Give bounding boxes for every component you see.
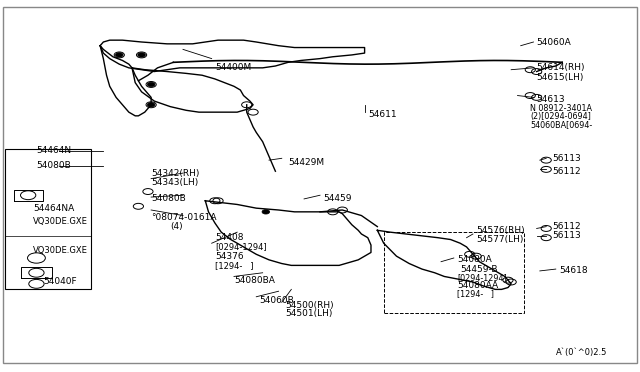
Text: 56112: 56112 xyxy=(552,167,581,176)
Text: 54376: 54376 xyxy=(215,251,243,261)
Text: 54060BA[0694-: 54060BA[0694- xyxy=(531,120,593,129)
Text: (4): (4) xyxy=(170,222,183,231)
Text: [0294-1294]: [0294-1294] xyxy=(457,273,507,282)
Text: 56112: 56112 xyxy=(552,222,581,231)
Text: 54614(RH): 54614(RH) xyxy=(537,63,585,72)
Circle shape xyxy=(147,103,155,107)
Text: 54400M: 54400M xyxy=(215,63,251,72)
Text: 54577(LH): 54577(LH) xyxy=(476,235,524,244)
Text: [0294-1294]: [0294-1294] xyxy=(215,243,266,251)
Text: 54576(RH): 54576(RH) xyxy=(476,226,525,235)
Text: 54343(LH): 54343(LH) xyxy=(151,178,198,187)
Text: 54060A: 54060A xyxy=(537,38,572,46)
Text: 54429M: 54429M xyxy=(288,157,324,167)
Text: 54080B: 54080B xyxy=(151,195,186,203)
Text: 54615(LH): 54615(LH) xyxy=(537,73,584,81)
Text: [1294-   ]: [1294- ] xyxy=(457,289,494,298)
Text: 54501(LH): 54501(LH) xyxy=(285,309,332,318)
Text: [1294-   ]: [1294- ] xyxy=(215,261,253,270)
Text: 54040F: 54040F xyxy=(43,278,76,286)
Text: 54080AA: 54080AA xyxy=(457,281,498,290)
Text: 54408: 54408 xyxy=(215,233,243,242)
Text: 54459: 54459 xyxy=(323,195,352,203)
Text: 54618: 54618 xyxy=(559,266,588,275)
Text: A`(0`^0)2.5: A`(0`^0)2.5 xyxy=(556,348,607,357)
Text: VQ30DE.GXE: VQ30DE.GXE xyxy=(33,217,88,225)
Text: VQ30DE.GXE: VQ30DE.GXE xyxy=(33,246,88,255)
Text: 54080B: 54080B xyxy=(36,161,71,170)
Text: 54060B: 54060B xyxy=(259,296,294,305)
Text: 54459-B: 54459-B xyxy=(460,264,498,273)
Text: 54080A: 54080A xyxy=(457,255,492,264)
Circle shape xyxy=(262,210,269,214)
Circle shape xyxy=(115,53,123,57)
Text: °08074-0161A: °08074-0161A xyxy=(151,213,216,222)
Text: (2)[0294-0694]: (2)[0294-0694] xyxy=(531,112,591,121)
Text: 54464NA: 54464NA xyxy=(33,203,74,213)
Text: 54611: 54611 xyxy=(368,109,396,119)
Text: 56113: 56113 xyxy=(552,154,581,163)
Text: 56113: 56113 xyxy=(552,231,581,240)
Text: 54464N: 54464N xyxy=(36,147,72,155)
Circle shape xyxy=(147,82,155,87)
FancyBboxPatch shape xyxy=(4,149,91,289)
Text: 54613: 54613 xyxy=(537,95,565,104)
Text: 54342(RH): 54342(RH) xyxy=(151,169,200,177)
Circle shape xyxy=(138,53,145,57)
Text: 54500(RH): 54500(RH) xyxy=(285,301,333,311)
Text: N 08912-3401A: N 08912-3401A xyxy=(531,104,592,113)
Text: 54080BA: 54080BA xyxy=(234,276,275,285)
